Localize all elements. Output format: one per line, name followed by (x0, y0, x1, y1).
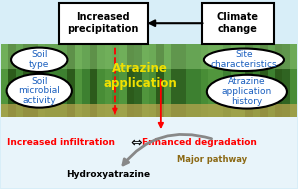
Bar (253, 44, 260, 117)
Bar (275, 44, 283, 117)
Bar (283, 44, 290, 117)
Text: Major pathway: Major pathway (177, 155, 247, 164)
Bar (179, 44, 186, 117)
Bar (268, 44, 275, 117)
FancyBboxPatch shape (58, 3, 148, 44)
Ellipse shape (207, 75, 287, 108)
Text: ⇔: ⇔ (130, 135, 142, 149)
Bar (127, 44, 134, 117)
Text: Atrazine
application
history: Atrazine application history (222, 77, 272, 106)
Bar (53, 44, 60, 117)
Ellipse shape (7, 74, 72, 108)
Bar (171, 44, 179, 117)
Bar (23, 44, 30, 117)
Bar (105, 44, 112, 117)
Bar (75, 44, 82, 117)
Bar (223, 44, 231, 117)
Ellipse shape (11, 48, 67, 72)
Bar (15, 44, 23, 117)
FancyBboxPatch shape (202, 3, 274, 44)
Bar (216, 44, 223, 117)
Text: Enhanced degradation: Enhanced degradation (142, 138, 257, 147)
Bar (193, 44, 201, 117)
Text: Increased
precipitation: Increased precipitation (67, 12, 139, 34)
Bar (1, 104, 297, 117)
Bar (82, 44, 90, 117)
Bar (30, 44, 38, 117)
Bar (112, 44, 119, 117)
Bar (1, 1, 297, 44)
Bar (38, 44, 45, 117)
Bar (67, 44, 75, 117)
Bar (1, 44, 297, 117)
Bar (97, 44, 105, 117)
Bar (164, 44, 171, 117)
Ellipse shape (204, 49, 284, 71)
Bar (260, 44, 268, 117)
Bar (1, 44, 297, 69)
Bar (90, 44, 97, 117)
Bar (142, 44, 149, 117)
Bar (60, 44, 67, 117)
Text: Soil
type: Soil type (29, 50, 49, 69)
Bar (290, 44, 297, 117)
Bar (119, 44, 127, 117)
Bar (149, 44, 156, 117)
Text: Hydroxyatrazine: Hydroxyatrazine (66, 170, 150, 179)
Bar (134, 44, 142, 117)
Bar (45, 44, 53, 117)
Bar (245, 44, 253, 117)
Bar (231, 44, 238, 117)
Bar (156, 44, 164, 117)
Bar (238, 44, 245, 117)
Text: Climate
change: Climate change (217, 12, 259, 34)
Bar (8, 44, 15, 117)
Bar (1, 117, 297, 188)
Bar (208, 44, 216, 117)
Bar (1, 44, 8, 117)
Text: Soil
microbial
activity: Soil microbial activity (18, 77, 60, 105)
Text: Increased infiltration: Increased infiltration (7, 138, 115, 147)
Text: Site
characteristics: Site characteristics (211, 50, 277, 69)
Text: Atrazine
application: Atrazine application (103, 62, 177, 90)
Bar (201, 44, 208, 117)
Bar (186, 44, 193, 117)
